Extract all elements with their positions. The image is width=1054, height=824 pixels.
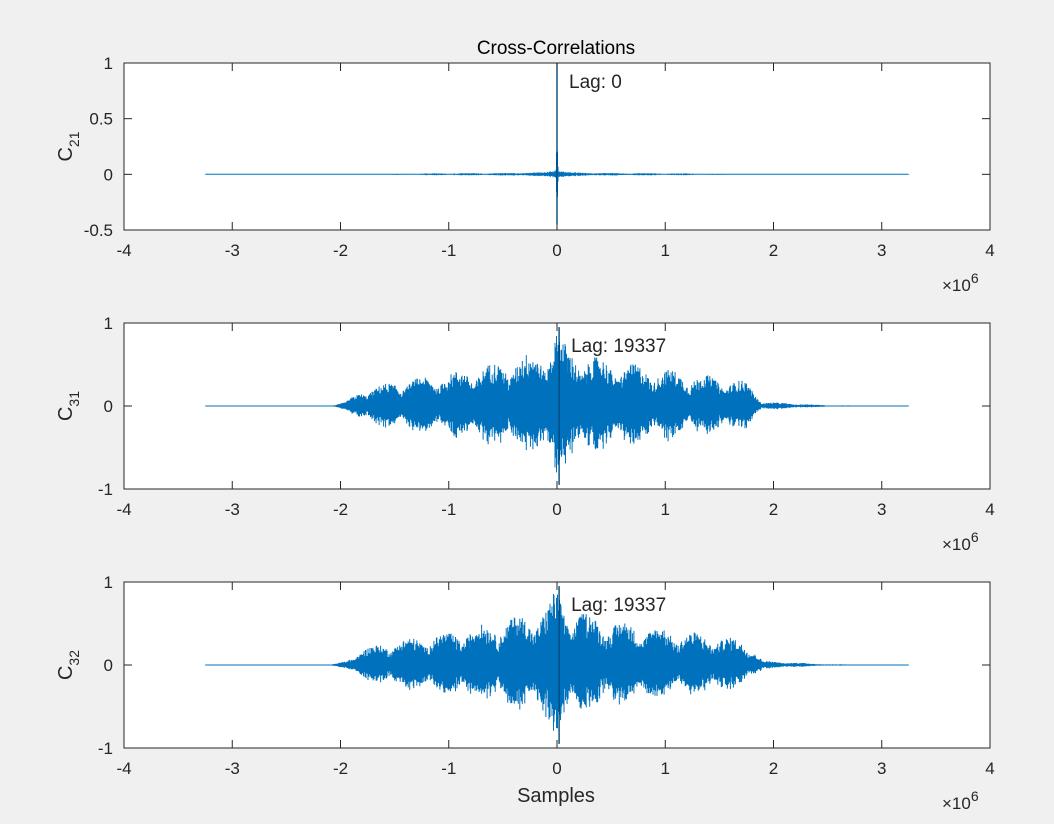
series-trace <box>205 594 909 731</box>
x-tick-label: -4 <box>116 241 131 260</box>
x-tick-label: 1 <box>661 241 670 260</box>
y-tick-label: 1 <box>104 573 113 592</box>
x-tick-label: -3 <box>225 241 240 260</box>
y-tick-label: 1 <box>104 54 113 73</box>
x-tick-label: -3 <box>225 500 240 519</box>
y-axis-label-main: C <box>55 407 77 421</box>
x-exponent-base: ×10 <box>942 276 971 295</box>
x-tick-label: -2 <box>333 500 348 519</box>
x-tick-label: -4 <box>116 759 131 778</box>
lag-annotation: Lag: 0 <box>569 72 622 93</box>
x-exponent-label: ×106 <box>942 529 979 554</box>
x-tick-label: 0 <box>552 759 561 778</box>
x-exponent-label: ×106 <box>942 270 979 295</box>
x-tick-label: 4 <box>985 759 994 778</box>
subplots: Lag: 0-4 -3 -2 -1 0 1 2 3 4-0.500.51C21×106Lag: … <box>55 54 995 813</box>
y-tick-label: 1 <box>104 314 113 333</box>
y-axis-label-sub: 32 <box>66 650 82 666</box>
y-axis-label: C32 <box>55 650 82 680</box>
y-tick-label: 0.5 <box>89 110 113 129</box>
x-tick-label: 4 <box>985 241 994 260</box>
subplot-3: Lag: 19337 -4 -3 -2 -1 0 1 2 3 4 -1 0 1 C32 ×106 <box>55 573 995 813</box>
x-tick-label: 2 <box>769 759 778 778</box>
x-tick-label: 0 <box>552 241 561 260</box>
y-axis-label-main: C <box>55 666 77 680</box>
x-exponent-base: ×10 <box>942 535 971 554</box>
lag-annotation: Lag: 19337 <box>571 595 666 616</box>
x-tick-label: -1 <box>441 500 456 519</box>
subplot-1: Lag: 0 -4 -3 -2 -1 0 1 2 3 4 -0.5 0 0.5 1 C21 ×106 <box>55 54 995 295</box>
x-tick-label: 2 <box>769 500 778 519</box>
x-tick-label: -2 <box>333 241 348 260</box>
x-tick-label: 3 <box>877 500 886 519</box>
x-tick-label: 1 <box>661 759 670 778</box>
x-tick-label: -4 <box>116 500 131 519</box>
x-tick-label: 4 <box>985 500 994 519</box>
x-tick-label: -2 <box>333 759 348 778</box>
y-tick-label: 0 <box>104 165 113 184</box>
x-tick-label: -1 <box>441 241 456 260</box>
series-trace <box>205 336 909 473</box>
y-tick-label: 0 <box>104 656 113 675</box>
x-exponent-power: 6 <box>971 529 979 545</box>
subplot-2: Lag: 19337 -4 -3 -2 -1 0 1 2 3 4 -1 0 1 C31 ×106 <box>55 314 995 554</box>
x-exponent-power: 6 <box>971 788 979 804</box>
y-axis-label-main: C <box>55 147 77 161</box>
y-axis-label-sub: 31 <box>66 391 82 407</box>
x-tick-label: -3 <box>225 759 240 778</box>
y-axis-label: C31 <box>55 391 82 421</box>
x-tick-label: 3 <box>877 759 886 778</box>
y-tick-label: 0 <box>104 397 113 416</box>
x-tick-label: 0 <box>552 500 561 519</box>
y-tick-label: -1 <box>98 739 113 758</box>
x-exponent-label: ×106 <box>942 788 979 813</box>
chart-title: Cross-Correlations <box>477 38 635 59</box>
x-tick-label: 1 <box>661 500 670 519</box>
x-tick-label: 2 <box>769 241 778 260</box>
lag-annotation: Lag: 19337 <box>571 336 666 357</box>
x-axis-label: Samples <box>517 785 595 807</box>
x-exponent-base: ×10 <box>942 794 971 813</box>
y-axis-label-sub: 21 <box>66 131 82 147</box>
x-tick-label: 3 <box>877 241 886 260</box>
y-tick-label: -0.5 <box>84 221 113 240</box>
x-tick-label: -1 <box>441 759 456 778</box>
y-axis-label: C21 <box>55 131 82 161</box>
x-exponent-power: 6 <box>971 270 979 286</box>
y-tick-label: -1 <box>98 480 113 499</box>
